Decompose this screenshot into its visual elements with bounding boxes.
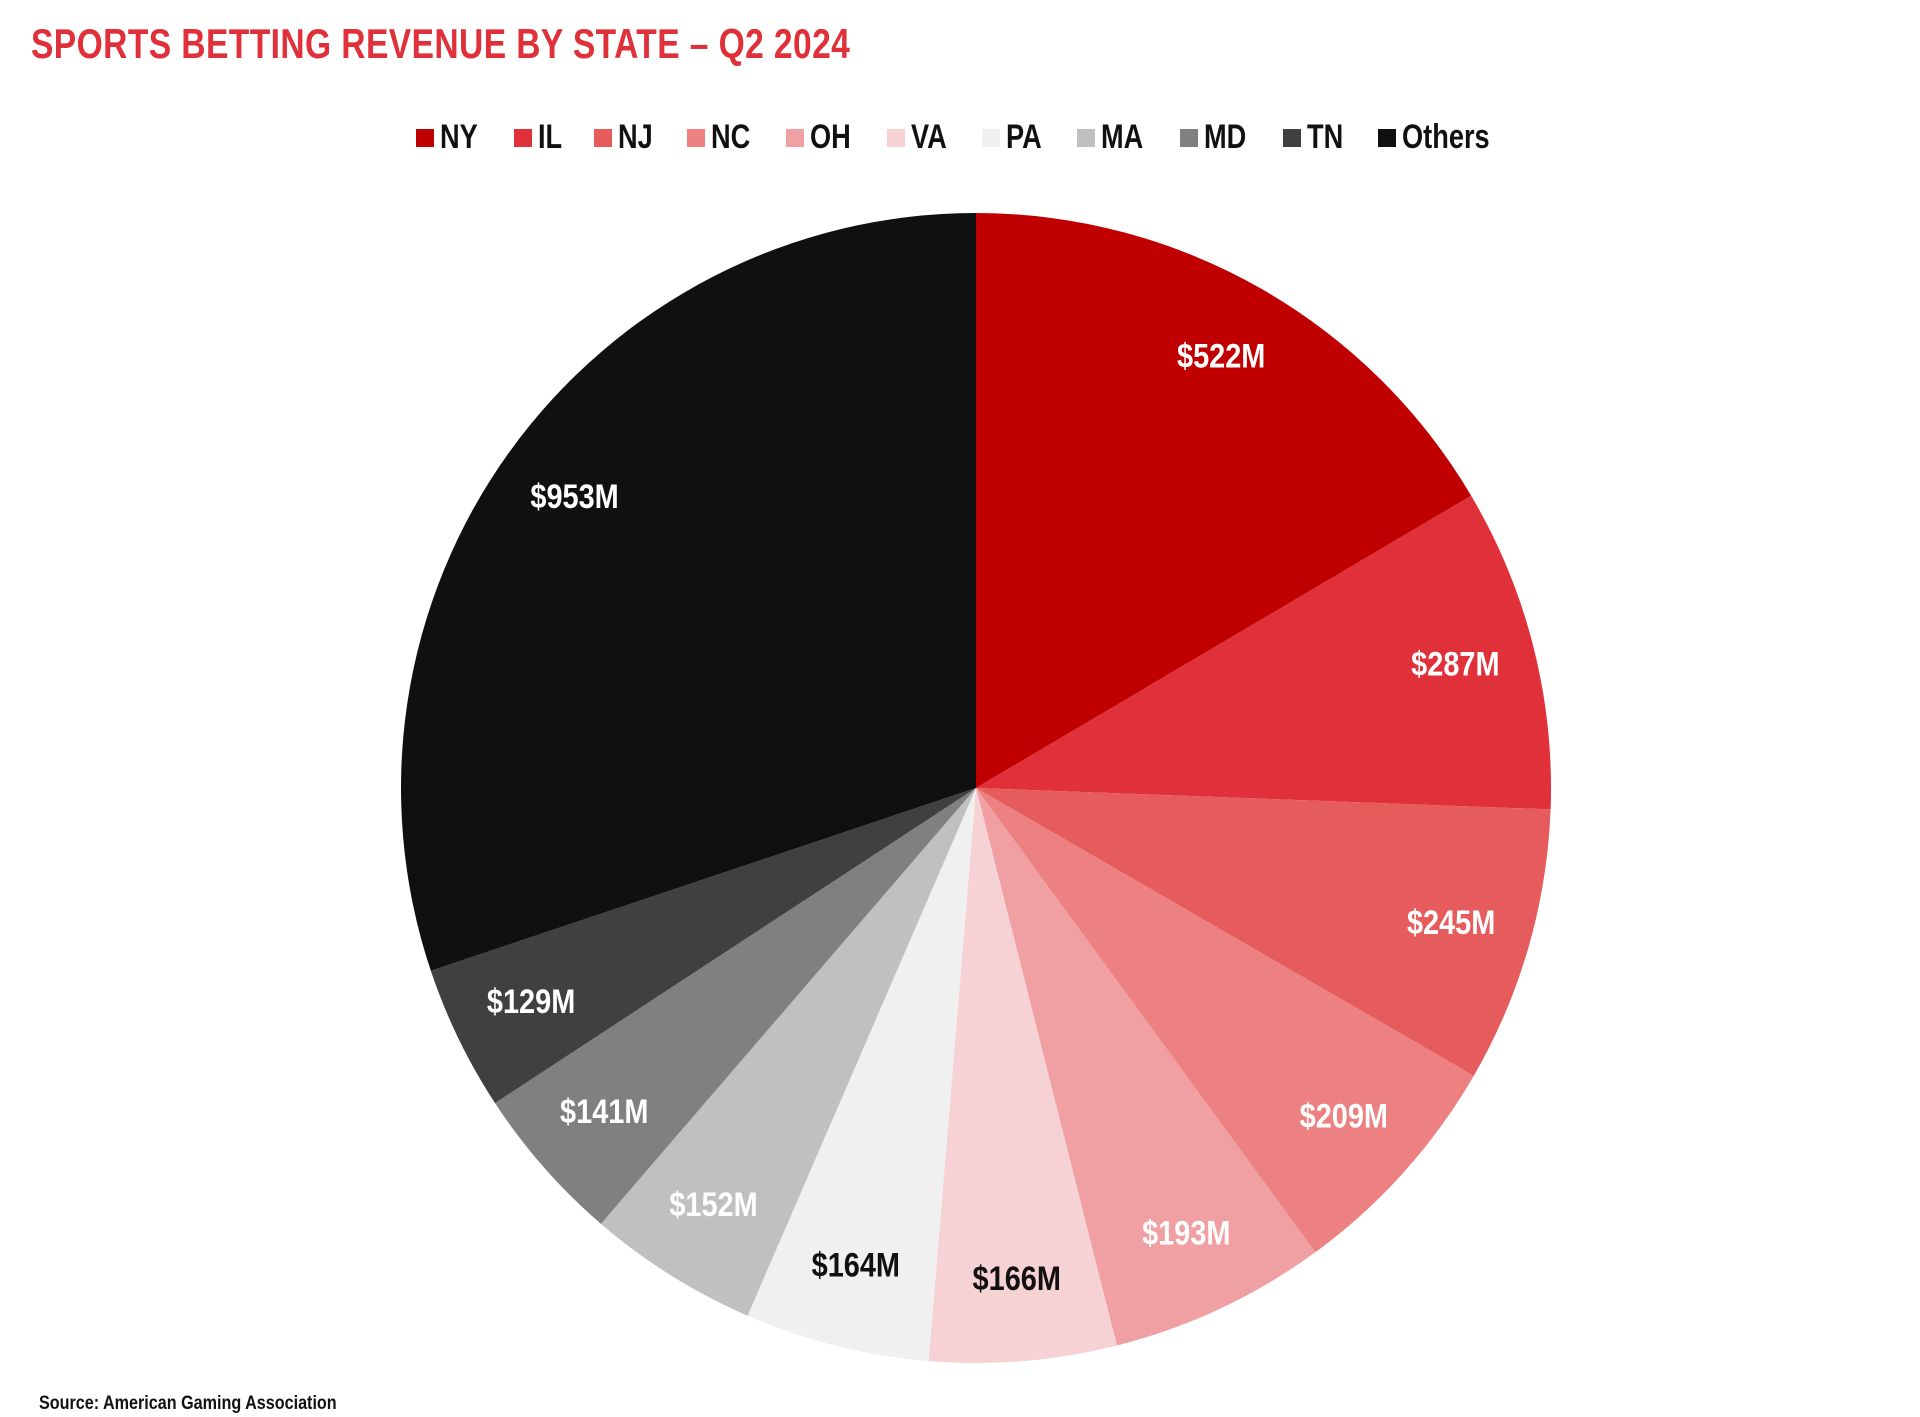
data-label-va: $166M (973, 1259, 1061, 1298)
data-label-ny: $522M (1177, 336, 1265, 375)
pie-slice-ny (976, 213, 1472, 788)
legend-swatch (1076, 128, 1095, 147)
legend-label: Others (1401, 118, 1490, 156)
legend-item-nc: NC (687, 118, 752, 157)
data-label-il: $287M (1411, 644, 1499, 683)
legend-swatch (416, 128, 435, 147)
pie-slice-pa (747, 788, 976, 1362)
pie-slice-va (928, 788, 1117, 1363)
legend-item-va: VA (887, 118, 948, 157)
data-label-nj: $245M (1407, 903, 1495, 942)
legend-label: NC (711, 118, 751, 156)
pie-slice-others (400, 213, 976, 971)
legend-label: OH (810, 118, 852, 156)
legend-item-pa: PA (982, 118, 1043, 157)
legend-swatch (887, 128, 906, 147)
pie-slice-nc (976, 788, 1474, 1253)
legend-item-others: Others (1377, 118, 1504, 157)
legend-swatch (593, 128, 612, 147)
legend-label: VA (911, 118, 948, 156)
legend-swatch (1179, 128, 1198, 147)
legend-label: MA (1100, 118, 1144, 156)
legend-label: NY (440, 118, 479, 156)
legend-swatch (1377, 128, 1396, 147)
pie-slice-md (495, 788, 976, 1224)
legend-swatch (687, 128, 706, 147)
pie-slice-nj (976, 788, 1551, 1076)
source-note: Source: American Gaming Association (39, 1393, 337, 1414)
chart-title: SPORTS BETTING REVENUE BY STATE – Q2 202… (31, 20, 851, 67)
pie-slice-tn (430, 788, 977, 1104)
legend-swatch (1282, 128, 1301, 147)
legend-item-oh: OH (786, 118, 853, 157)
legend-label: MD (1203, 118, 1247, 156)
legend-swatch (786, 128, 805, 147)
legend-item-md: MD (1179, 118, 1249, 157)
legend-item-ma: MA (1076, 118, 1146, 157)
data-label-nc: $209M (1300, 1096, 1388, 1135)
legend-swatch (513, 128, 532, 147)
data-label-ma: $152M (669, 1185, 757, 1224)
legend-item-ny: NY (416, 118, 479, 157)
legend-item-tn: TN (1282, 118, 1344, 157)
data-label-tn: $129M (487, 982, 575, 1021)
pie-slice-oh (976, 788, 1316, 1346)
data-label-pa: $164M (812, 1245, 900, 1284)
legend-label: PA (1006, 118, 1042, 156)
legend-item-il: IL (513, 118, 562, 157)
legend: NY IL NJ NC OH VA PA MA MD TN Others (0, 118, 1920, 157)
data-label-md: $141M (560, 1092, 648, 1131)
legend-item-nj: NJ (593, 118, 653, 157)
pie-slice-il (976, 495, 1551, 810)
data-label-others: $953M (530, 477, 618, 516)
legend-label: IL (537, 118, 562, 156)
legend-label: NJ (617, 118, 653, 156)
legend-swatch (982, 128, 1001, 147)
pie-slice-ma (600, 788, 976, 1316)
legend-label: TN (1306, 118, 1343, 156)
data-label-oh: $193M (1142, 1213, 1230, 1252)
